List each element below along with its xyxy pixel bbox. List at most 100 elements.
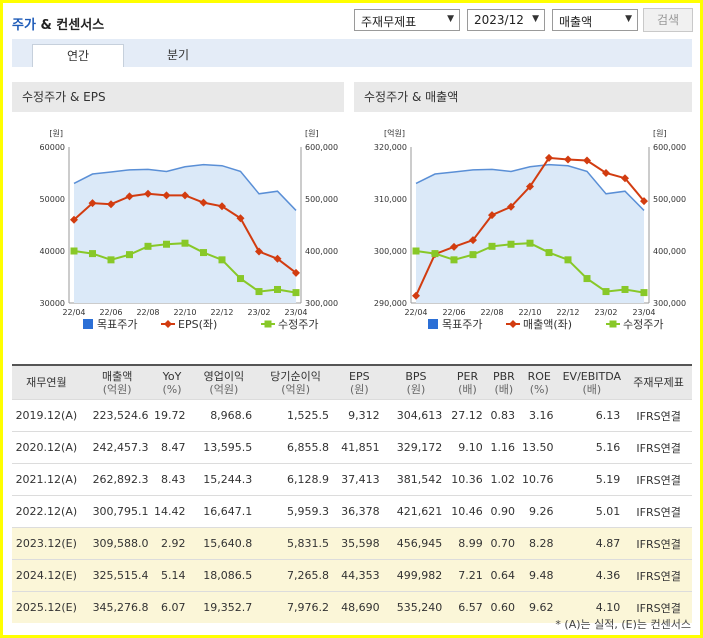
table-cell: IFRS연결 <box>625 431 692 464</box>
financial-summary-table: 재무연월 매출액 (억원) YoY (%) 영업이익 (억원) 당기순이익 (억원) EPS (원)… <box>12 364 692 623</box>
table-cell: 14.42 <box>153 495 191 528</box>
column-header-unit: (배) <box>582 382 602 396</box>
table-cell: 300,795.1 <box>80 495 154 528</box>
right-tick-label: 300,000 <box>305 299 338 308</box>
legend-target-label: 목표주가 <box>97 318 137 331</box>
legend-left-series-marker <box>164 320 172 328</box>
table-cell: 10.36 <box>447 463 488 496</box>
table-cell: 309,588.0 <box>80 527 154 560</box>
stock-price-point <box>621 285 629 293</box>
column-header-label: ROE <box>527 369 551 383</box>
table-cell: 6.57 <box>447 591 488 623</box>
table-row: 2020.12(A) 242,457.3 8.47 13,595.5 6,855.8 41… <box>12 431 692 464</box>
table-cell: 7,976.2 <box>257 591 335 623</box>
table-cell: 262,892.3 <box>80 463 154 496</box>
table-cell: 15,244.3 <box>190 463 258 496</box>
column-header-label: BPS <box>405 369 427 383</box>
left-axis-unit: [원] <box>49 129 63 138</box>
left-series-point <box>526 182 534 191</box>
table-cell: 242,457.3 <box>80 431 154 464</box>
tab-quarterly[interactable]: 분기 <box>166 48 190 62</box>
stock-price-point <box>107 256 115 264</box>
column-header-label: 매출액 <box>101 369 133 383</box>
table-cell: 6,128.9 <box>257 463 335 496</box>
column-header-label: PBR <box>492 369 515 383</box>
right-tick-label: 600,000 <box>305 143 338 152</box>
left-series-point <box>70 215 78 224</box>
column-header-label: YoY <box>162 369 182 383</box>
tab-bar: 연간 분기 <box>12 39 692 67</box>
stock-price-point <box>255 288 263 296</box>
table-row: 2025.12(E) 345,276.8 6.07 19,352.7 7,976.2 48… <box>12 591 692 623</box>
table-cell: 19,352.7 <box>190 591 258 623</box>
footnote: * (A)는 실적, (E)는 컨센서스 <box>555 618 691 631</box>
right-tick-label: 300,000 <box>653 299 686 308</box>
stock-price-point <box>292 289 300 297</box>
table-cell: 2019.12(A) <box>12 399 81 432</box>
table-cell: 8.43 <box>153 463 191 496</box>
x-tick-label: 22/10 <box>518 308 541 317</box>
legend-stock-price-label: 수정주가 <box>278 318 318 331</box>
table-cell: IFRS연결 <box>625 591 692 623</box>
table-cell: 499,982 <box>384 559 448 592</box>
column-header: PER (배) <box>447 364 488 400</box>
left-series-point <box>621 174 629 183</box>
left-chart-title: 수정주가 & EPS <box>12 82 344 112</box>
stock-price-point <box>218 256 226 264</box>
table-cell: 5.19 <box>558 463 626 496</box>
stock-price-point <box>526 239 534 247</box>
left-axis-unit: [억원] <box>384 128 405 138</box>
item-select[interactable]: 매출액 ▼ <box>552 9 638 31</box>
column-header: EPS (원) <box>334 364 385 400</box>
statement-type-value: 주재무제표 <box>361 15 417 29</box>
column-header-label: 재무연월 <box>26 376 67 389</box>
table-cell: 325,515.4 <box>80 559 154 592</box>
table-cell: 15,640.8 <box>190 527 258 560</box>
table-cell: 421,621 <box>384 495 448 528</box>
target-price-area <box>74 164 296 303</box>
table-cell: 2020.12(A) <box>12 431 81 464</box>
stock-price-point <box>126 251 133 259</box>
left-series-point <box>88 199 97 208</box>
legend-left-series-marker <box>509 320 517 328</box>
table-cell: 304,613 <box>384 399 448 432</box>
legend-stock-price-marker <box>609 320 617 328</box>
legend-target-swatch <box>83 319 93 329</box>
stock-eps-chart: [원] [원] 60000 50000 40000 30000 600,000 500,000… <box>40 129 339 331</box>
table-row: 2019.12(A) 223,524.6 19.72 8,968.6 1,525.5 9,… <box>12 399 692 432</box>
stock-price-point <box>274 285 281 293</box>
table-cell: 8,968.6 <box>190 399 258 432</box>
right-tick-label: 400,000 <box>305 247 338 256</box>
statement-type-select[interactable]: 주재무제표 ▼ <box>354 9 460 31</box>
legend-stock-price-label: 수정주가 <box>623 318 663 331</box>
table-cell: 1,525.5 <box>257 399 335 432</box>
table-cell: 6.07 <box>153 591 191 623</box>
table-cell: 1.02 <box>487 463 521 496</box>
left-tick-label: 60000 <box>40 143 65 152</box>
table-cell: 8.99 <box>447 527 488 560</box>
table-row: 2023.12(E) 309,588.0 2.92 15,640.8 5,831.5 35… <box>12 527 692 560</box>
left-series-point <box>640 197 648 206</box>
x-tick-label: 22/06 <box>442 308 465 317</box>
legend-stock-price-marker <box>264 320 272 328</box>
stock-price-point <box>640 289 648 297</box>
right-chart-title: 수정주가 & 매출액 <box>354 82 692 112</box>
right-axis-unit: [원] <box>305 129 319 138</box>
stock-price-point <box>564 256 572 264</box>
x-tick-label: 23/02 <box>594 308 617 317</box>
x-tick-label: 22/10 <box>173 308 196 317</box>
column-header-unit: (억원) <box>102 382 132 396</box>
column-header-label: 영업이익 <box>203 369 245 383</box>
x-tick-label: 23/02 <box>247 308 270 317</box>
table-cell: 5.14 <box>153 559 191 592</box>
table-cell: 9.26 <box>520 495 559 528</box>
title-rest: & 컨센서스 <box>35 18 105 33</box>
table-cell: 2.92 <box>153 527 191 560</box>
left-series-point <box>125 192 134 201</box>
period-select[interactable]: 2023/12 ▼ <box>467 9 545 31</box>
right-axis-unit: [원] <box>653 129 667 138</box>
stock-price-point <box>602 288 610 296</box>
search-button[interactable]: 검색 <box>643 8 693 32</box>
tab-annual[interactable]: 연간 <box>32 44 124 67</box>
stock-price-point <box>431 250 439 258</box>
